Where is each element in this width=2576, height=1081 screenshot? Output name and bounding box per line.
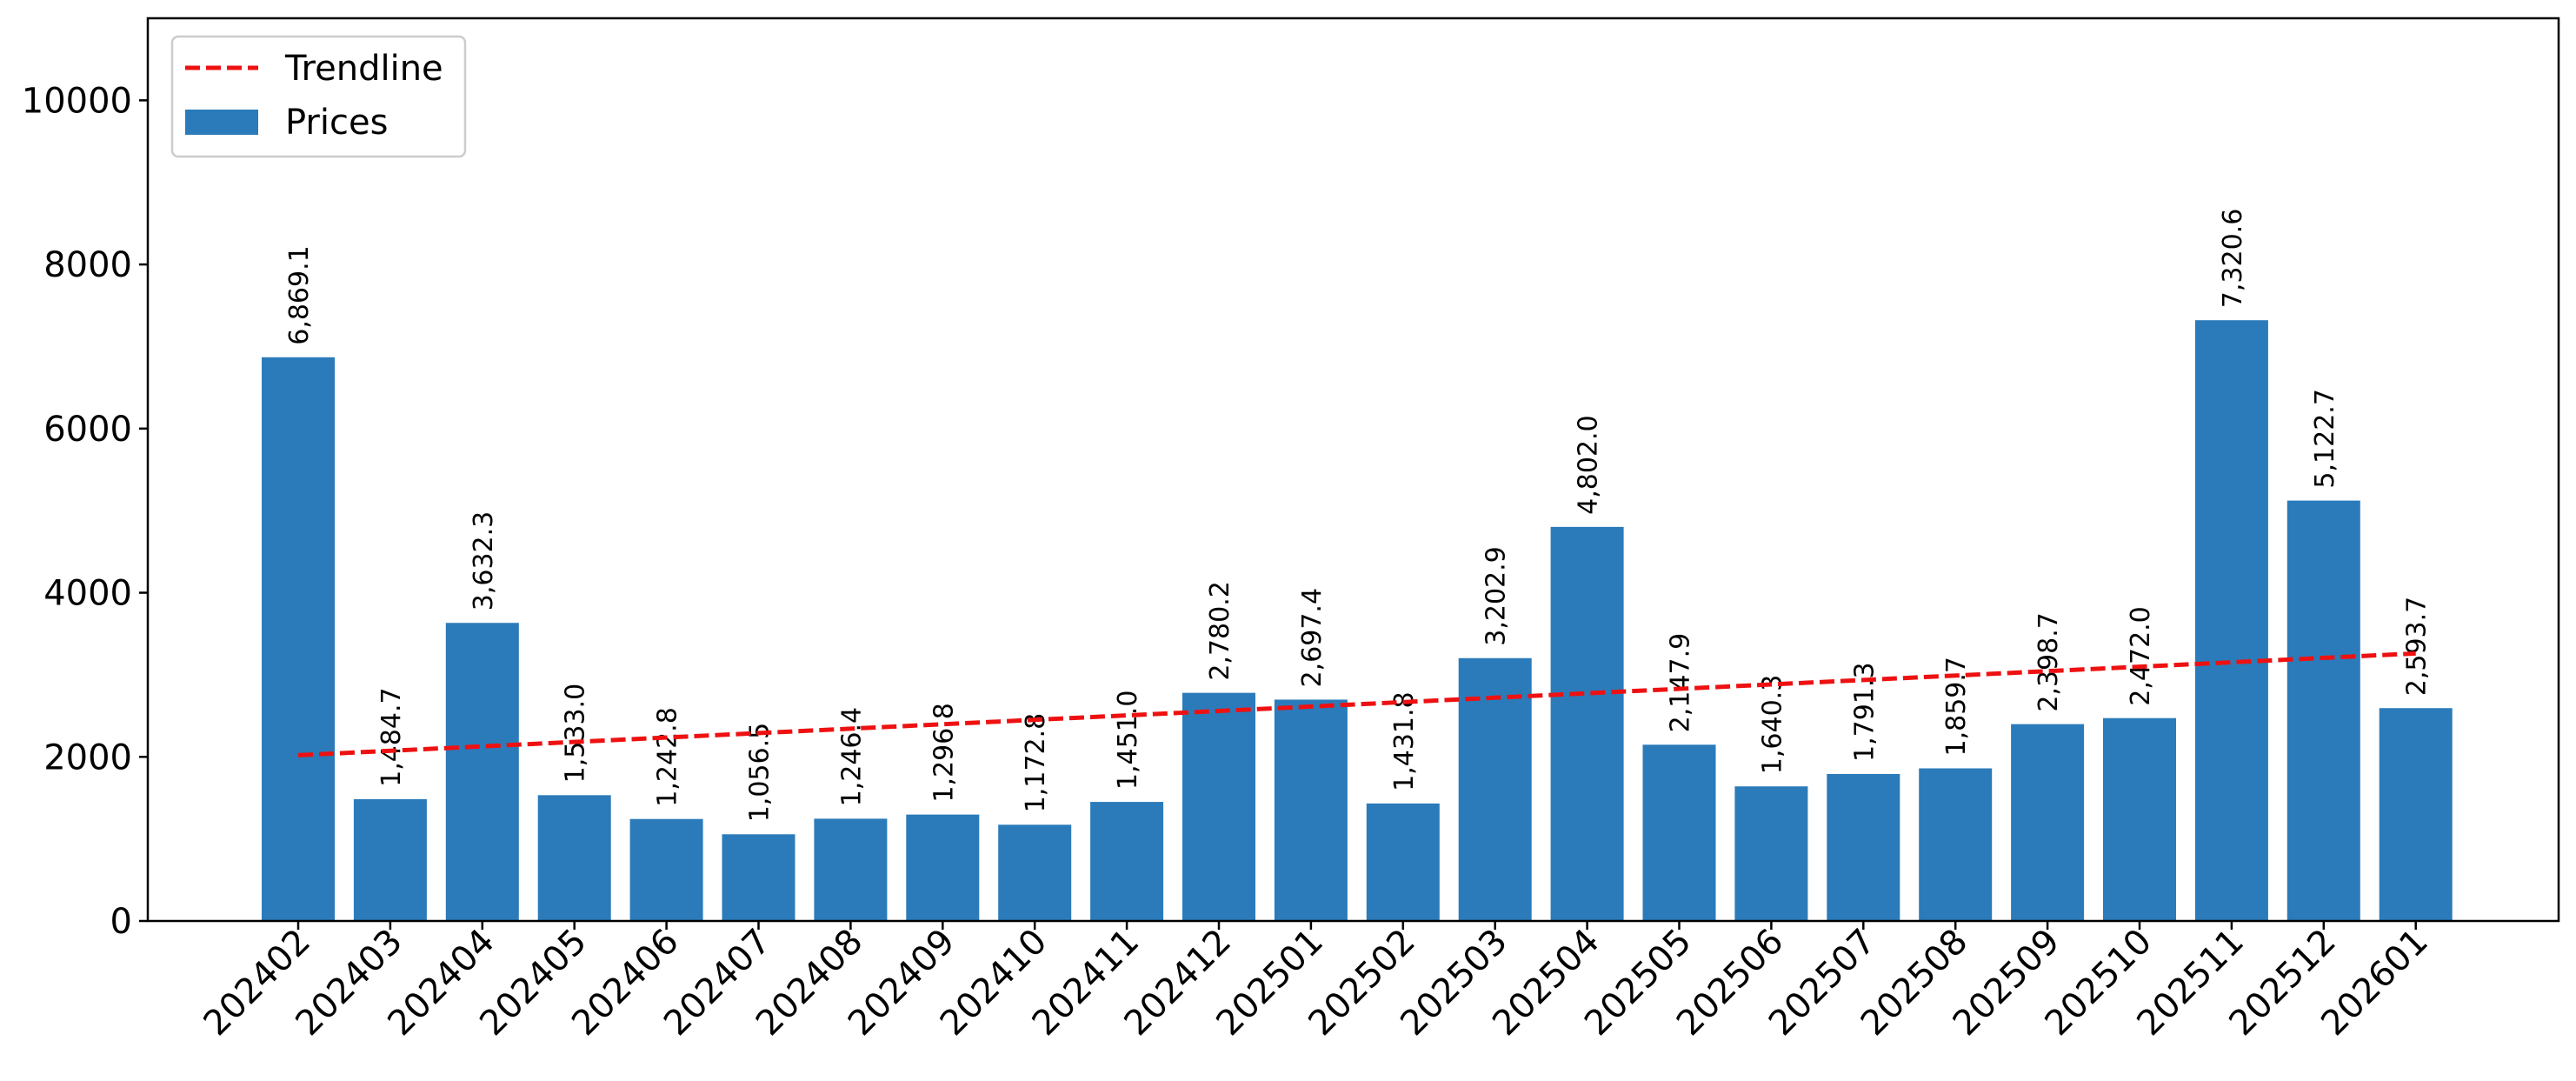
bar-202412 [1182, 692, 1255, 921]
bar-value-label: 5,122.7 [2310, 389, 2340, 489]
bar-value-label: 2,780.2 [1205, 581, 1235, 681]
bar-202503 [1458, 657, 1532, 921]
bar-value-label: 7,320.6 [2218, 209, 2248, 309]
bar-value-label: 1,056.5 [745, 723, 775, 823]
bar-202505 [1642, 744, 1716, 921]
bar-202502 [1366, 803, 1440, 921]
bar-value-label: 1,431.8 [1389, 691, 1420, 791]
bar-202403 [353, 798, 427, 921]
bar-202405 [537, 795, 611, 921]
legend-prices-swatch [185, 110, 258, 135]
bar-value-label: 1,791.3 [1849, 662, 1880, 762]
legend-prices-label: Prices [285, 103, 388, 143]
y-tick-label: 10000 [22, 81, 132, 121]
plot-frame [146, 17, 2560, 923]
bar-value-label: 2,398.7 [2034, 612, 2064, 712]
bar-value-label: 2,147.9 [1666, 633, 1696, 733]
bar-value-label: 1,242.8 [653, 707, 683, 807]
y-tick-label: 0 [110, 902, 132, 942]
bar-202601 [2379, 708, 2453, 921]
bar-value-label: 4,802.0 [1574, 415, 1604, 515]
bar-202411 [1090, 802, 1164, 921]
bar-value-label: 1,484.7 [376, 687, 407, 787]
y-tick-label: 6000 [43, 410, 132, 450]
trendline-layer [297, 651, 2416, 757]
legend: Trendline Prices [170, 35, 467, 158]
bar-value-label: 1,859.7 [1941, 657, 1972, 757]
bar-202506 [1734, 786, 1808, 921]
bar-202404 [445, 623, 519, 921]
y-axis: 0 2000 4000 6000 8000 10000 [22, 81, 148, 942]
bar-value-label: 2,697.4 [1297, 588, 1328, 688]
y-tick-label: 8000 [43, 245, 132, 285]
bar-value-label: 1,172.8 [1021, 713, 1051, 813]
bar-202409 [906, 814, 980, 921]
bar-value-labels: 6,869.1 1,484.7 3,632.3 1,533.0 1,242.8 1,056… [284, 209, 2433, 823]
bar-202501 [1274, 699, 1348, 921]
bar-value-label: 1,296.8 [929, 703, 959, 803]
bar-value-label: 3,632.3 [469, 511, 499, 611]
trendline [297, 651, 2416, 757]
bar-series [262, 320, 2453, 922]
bar-202406 [629, 818, 703, 921]
bar-202510 [2103, 717, 2176, 921]
bar-202507 [1827, 773, 1900, 921]
bar-value-label: 2,472.0 [2126, 606, 2156, 706]
y-tick-label: 2000 [43, 737, 132, 777]
bar-202402 [262, 357, 335, 921]
legend-trendline-label: Trendline [284, 49, 443, 89]
bar-202407 [722, 834, 795, 921]
bar-202511 [2194, 320, 2268, 922]
bar-202408 [814, 818, 888, 921]
bar-value-label: 1,451.0 [1113, 691, 1143, 791]
bar-value-label: 3,202.9 [1481, 546, 1512, 646]
bar-value-label: 1,246.4 [836, 707, 867, 807]
bar-202509 [2011, 724, 2085, 921]
bar-value-label: 6,869.1 [284, 245, 315, 345]
bar-value-label: 1,640.3 [1757, 675, 1787, 775]
bar-202512 [2286, 500, 2360, 921]
bar-202504 [1550, 526, 1624, 921]
bar-202410 [998, 824, 1072, 921]
bar-value-label: 1,533.0 [561, 684, 591, 784]
y-tick-label: 4000 [43, 574, 132, 614]
bar-202508 [1919, 768, 1993, 921]
bar-value-label: 2,593.7 [2402, 597, 2433, 697]
